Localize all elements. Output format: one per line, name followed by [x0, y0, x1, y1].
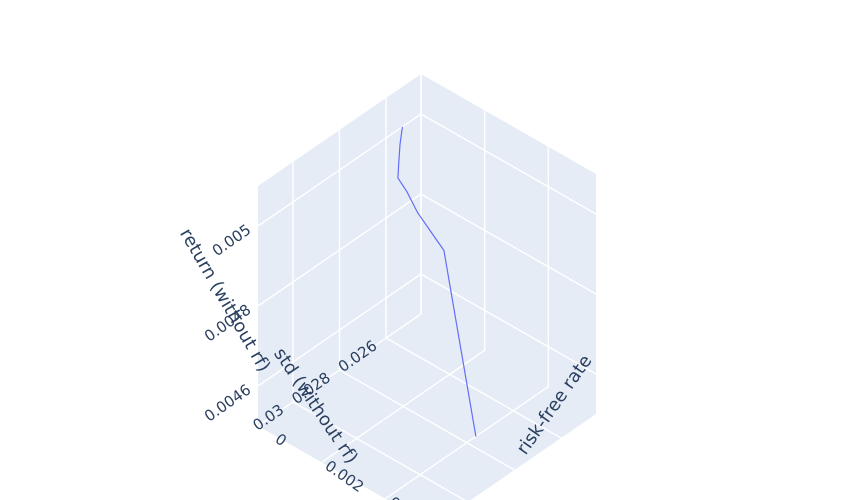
y-gridline [292, 401, 466, 500]
z-tick-label: 0.0046 [201, 381, 254, 426]
series-line-0 [397, 126, 477, 437]
scene-gridlines [257, 74, 597, 500]
z-tick-label: 0.005 [209, 221, 255, 260]
z-gridline [420, 193, 597, 295]
z-gridline [257, 273, 422, 387]
z-gridline [257, 193, 422, 307]
z-gridline [420, 113, 597, 215]
z-gridline [420, 273, 597, 375]
z-gridline [257, 113, 422, 227]
series-group [397, 126, 477, 437]
floor-pane [258, 314, 596, 500]
y-gridline [339, 369, 515, 471]
y-gridline [385, 337, 562, 439]
